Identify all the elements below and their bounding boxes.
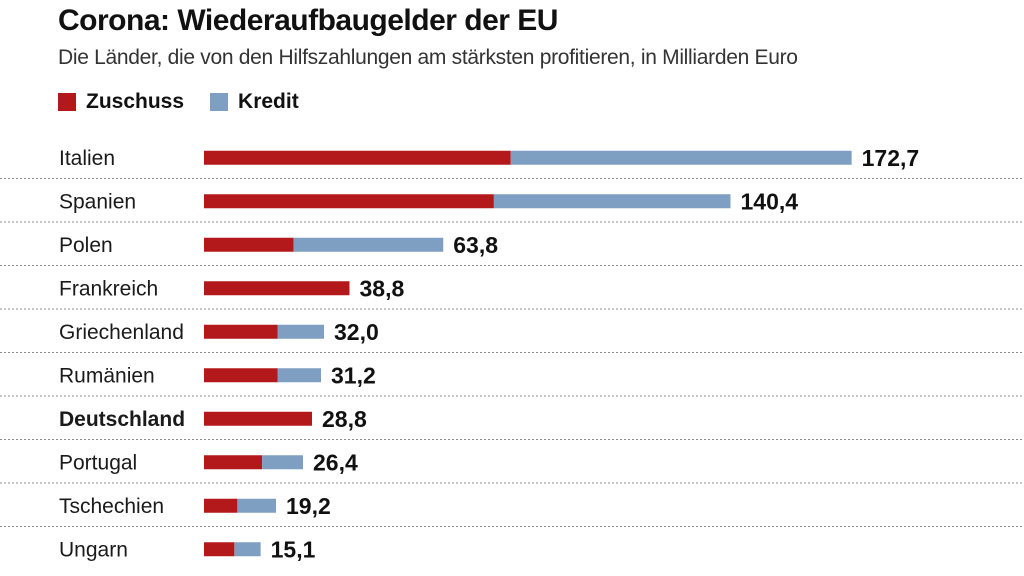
bar-zuschuss-portugal: [204, 455, 263, 470]
value-label-rumänien: 31,2: [331, 362, 376, 388]
bar-kredit-italien: [510, 150, 852, 165]
value-label-spanien: 140,4: [741, 188, 799, 214]
category-label-polen: Polen: [59, 234, 113, 257]
bar-kredit-rumänien: [277, 368, 321, 383]
legend-swatch-kredit: [210, 93, 229, 111]
category-label-portugal: Portugal: [59, 451, 137, 474]
category-label-tschechien: Tschechien: [59, 495, 164, 518]
value-label-frankreich: 38,8: [360, 275, 405, 301]
bar-zuschuss-rumänien: [204, 368, 278, 383]
bar-zuschuss-frankreich: [204, 281, 350, 296]
chart-subtitle: Die Länder, die von den Hilfszahlungen a…: [58, 46, 798, 69]
value-label-ungarn: 15,1: [271, 536, 316, 562]
bar-zuschuss-spanien: [204, 194, 494, 209]
legend-item-zuschuss: Zuschuss: [58, 90, 184, 114]
legend: Zuschuss Kredit: [58, 90, 325, 114]
category-label-spanien: Spanien: [59, 190, 136, 213]
bar-kredit-ungarn: [234, 542, 261, 557]
value-label-italien: 172,7: [862, 145, 920, 171]
value-label-griechenland: 32,0: [334, 319, 379, 345]
value-label-tschechien: 19,2: [286, 493, 331, 519]
bar-kredit-portugal: [262, 455, 303, 470]
bar-zuschuss-ungarn: [204, 542, 235, 557]
bar-kredit-spanien: [493, 194, 731, 209]
bar-kredit-polen: [293, 237, 444, 252]
category-label-ungarn: Ungarn: [59, 538, 128, 561]
bar-zuschuss-italien: [204, 150, 511, 165]
value-label-portugal: 26,4: [313, 449, 358, 475]
category-label-italien: Italien: [59, 147, 115, 170]
bar-zuschuss-deutschland: [204, 411, 312, 426]
category-label-deutschland: Deutschland: [59, 408, 185, 431]
value-label-polen: 63,8: [453, 232, 498, 258]
legend-swatch-zuschuss: [58, 93, 76, 111]
category-label-rumänien: Rumänien: [59, 364, 155, 387]
chart-title: Corona: Wiederaufbaugelder der EU: [58, 4, 558, 37]
value-label-deutschland: 28,8: [322, 406, 367, 432]
legend-label-kredit: Kredit: [238, 90, 299, 113]
bar-zuschuss-tschechien: [204, 498, 238, 513]
legend-label-zuschuss: Zuschuss: [86, 90, 185, 113]
bar-kredit-tschechien: [237, 498, 276, 513]
category-label-frankreich: Frankreich: [59, 277, 158, 300]
category-label-griechenland: Griechenland: [59, 321, 184, 344]
bar-kredit-griechenland: [277, 324, 324, 339]
legend-item-kredit: Kredit: [210, 90, 299, 114]
bar-zuschuss-polen: [204, 237, 294, 252]
bar-zuschuss-griechenland: [204, 324, 278, 339]
